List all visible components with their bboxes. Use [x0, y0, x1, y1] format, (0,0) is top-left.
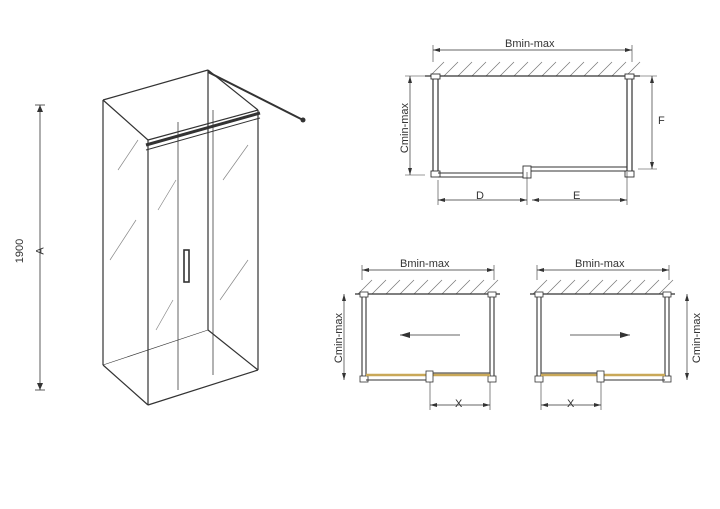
bottom-right-plan [515, 260, 700, 440]
br-c: Cmin-max [691, 313, 703, 363]
bl-b: Bmin-max [400, 258, 450, 270]
br-b: Bmin-max [575, 258, 625, 270]
bottom-left-plan [330, 260, 515, 440]
bl-x: X [455, 398, 462, 410]
iso-height-value: 1900 [14, 239, 26, 263]
iso-view [8, 50, 348, 470]
bl-c: Cmin-max [333, 313, 345, 363]
top-plan-c: Cmin-max [399, 103, 411, 153]
br-x: X [567, 398, 574, 410]
top-plan-b: Bmin-max [505, 38, 555, 50]
top-plan-f: F [658, 115, 665, 127]
top-plan [380, 40, 660, 230]
top-plan-e: E [573, 190, 580, 202]
top-plan-d: D [476, 190, 484, 202]
iso-height-label: A [35, 247, 47, 254]
